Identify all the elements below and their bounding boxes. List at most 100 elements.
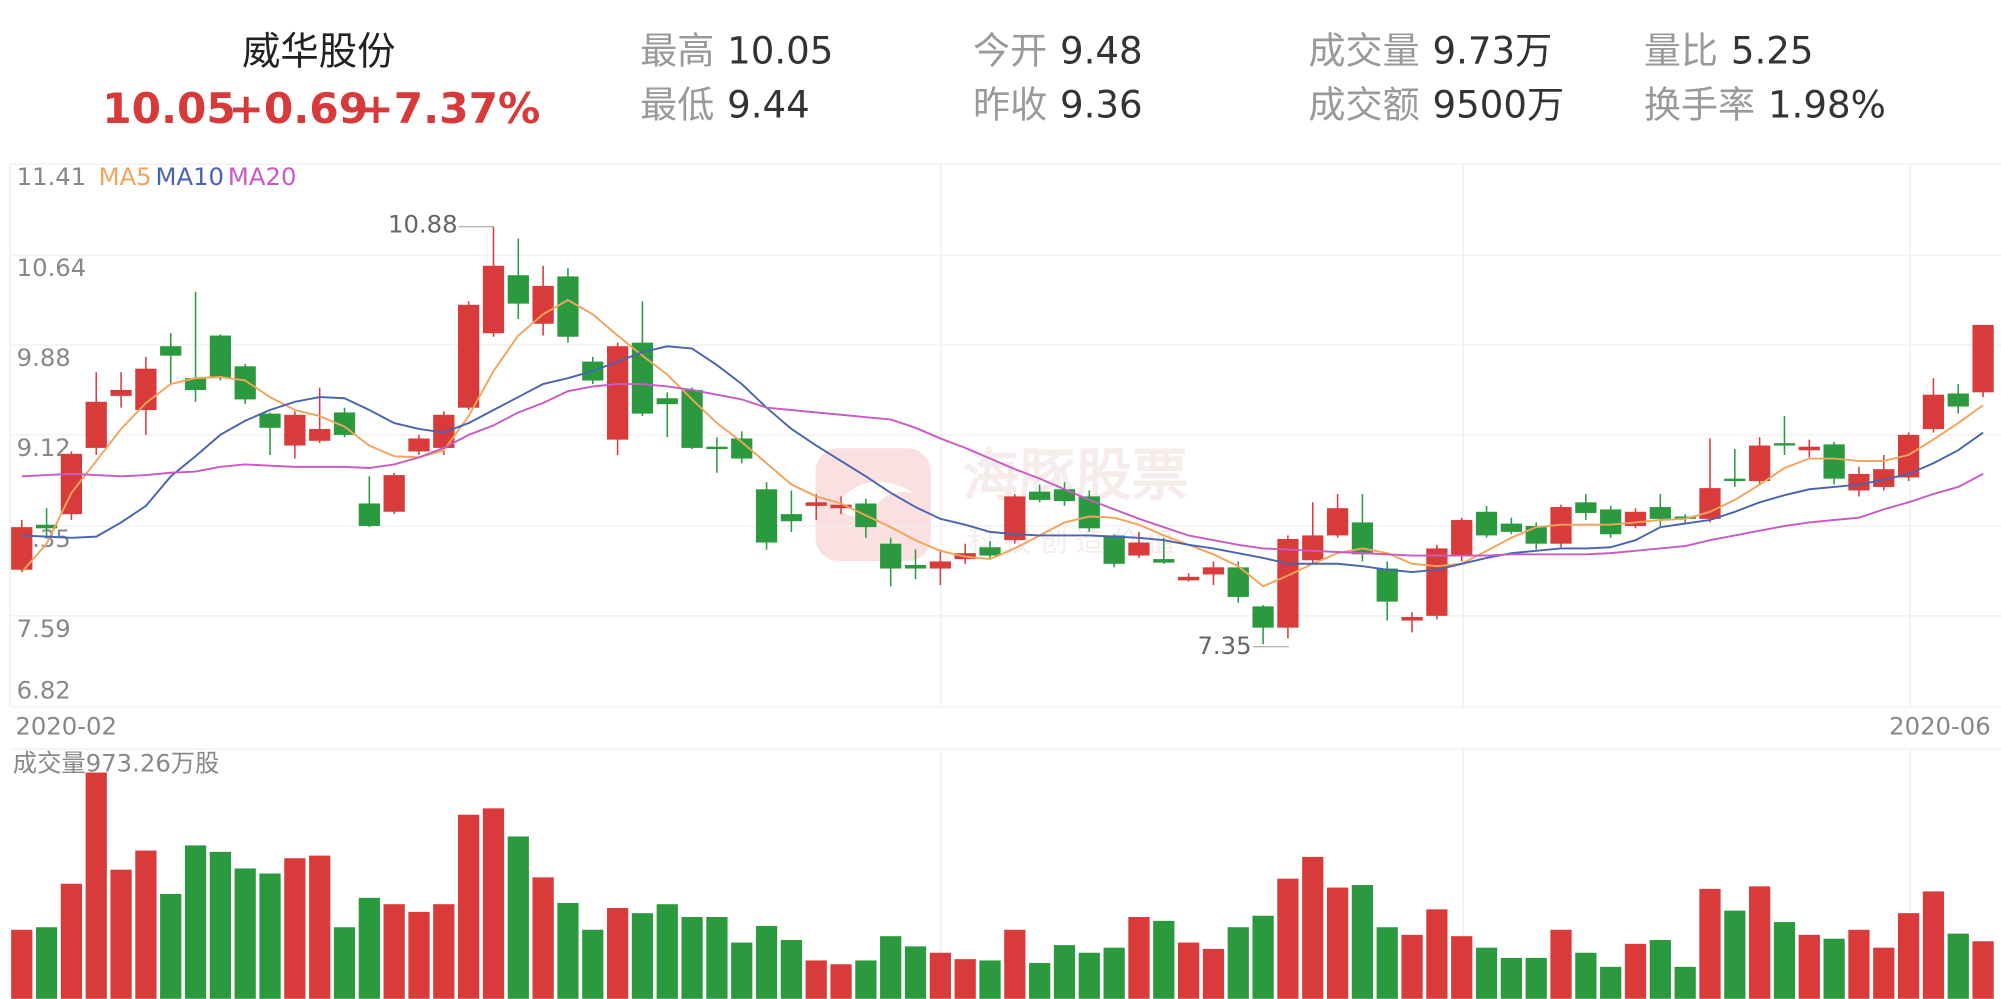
volume-bar [309, 855, 331, 999]
candle-body [358, 503, 380, 526]
candle-body [979, 547, 1001, 556]
volume-label: 成交量973.26万股 [13, 749, 220, 778]
candle-body [1302, 535, 1324, 561]
volume-bar [234, 868, 256, 999]
legend-entry: MA5 [99, 162, 152, 191]
candle-body [1749, 445, 1771, 482]
x-tick-label: 2020-02 [15, 711, 117, 740]
volume-bar [1326, 887, 1349, 999]
volume-bar [1500, 957, 1522, 999]
volume-bar [1053, 945, 1076, 999]
volume-bar [358, 897, 380, 999]
volume-bar [904, 946, 927, 999]
candle-body [11, 527, 33, 570]
ma-line [21, 345, 1984, 574]
candle-body [1897, 434, 1920, 478]
volume-bar [408, 911, 430, 999]
vertical-grid [9, 164, 2001, 999]
volume-bar [1401, 934, 1423, 999]
volume-bar [706, 917, 728, 999]
volume-bar [1153, 920, 1175, 999]
candle-body [507, 275, 529, 304]
candle-body [1227, 567, 1249, 597]
candle-body [1699, 488, 1721, 519]
candle-body [1500, 523, 1522, 532]
stat-value: 10.05 [727, 29, 833, 72]
candle-body [731, 438, 753, 459]
candle-body [606, 346, 629, 440]
y-tick-label: 10.64 [17, 253, 87, 282]
candle-body [1451, 520, 1473, 556]
candle-body [160, 346, 182, 356]
volume-bar [929, 952, 951, 999]
volume-bar [979, 960, 1001, 999]
volume-bar [1897, 913, 1920, 999]
volume-bar [135, 850, 157, 999]
candle-body [1922, 394, 1945, 429]
volume-bar [1798, 934, 1820, 999]
candle-body [259, 413, 281, 428]
volume-bar [1451, 936, 1473, 999]
candle-body [1252, 606, 1274, 628]
candle-body [830, 504, 852, 509]
price-change: +0.69 [228, 84, 368, 133]
volume-bar [880, 936, 902, 999]
candle-body [209, 335, 232, 379]
volume-bar [1773, 922, 1796, 999]
stat-value: 1.98% [1768, 83, 1886, 126]
candle-body [780, 514, 803, 522]
candle-body [35, 524, 58, 529]
candle-body [706, 446, 728, 450]
volume-bar [284, 858, 306, 999]
volume-bar [1575, 952, 1597, 999]
x-tick-label: 2020-06 [1889, 711, 1991, 740]
volume-bar [1252, 915, 1274, 999]
stat-value: 9500万 [1433, 83, 1565, 126]
candle-body [1153, 559, 1175, 563]
volume-bar [1649, 939, 1671, 999]
high-annotation: 10.88 [388, 209, 458, 238]
candle-body [1004, 496, 1026, 541]
volume-bar [1426, 909, 1448, 999]
volume-bar [855, 960, 877, 999]
volume-bar [557, 902, 579, 999]
candle-body [1351, 522, 1374, 555]
volume-bar [755, 925, 778, 999]
candle-body [1972, 324, 1994, 393]
candle-body [532, 285, 554, 324]
stat: 最高 10.05 [640, 29, 833, 72]
volume-bar [1972, 941, 1994, 999]
candle-body [458, 304, 480, 408]
low-annotation: 7.35 [1197, 631, 1251, 660]
volume-bar [110, 869, 132, 999]
volume-bar [11, 929, 33, 999]
candle-body [1600, 509, 1622, 535]
volume-bar [1699, 888, 1721, 999]
volume-bar [1103, 947, 1125, 999]
volume-bar [582, 929, 604, 999]
volume-bar [383, 904, 405, 999]
candle-body [482, 265, 505, 334]
y-tick-label: 6.82 [17, 676, 71, 705]
candle-body [433, 414, 455, 448]
stat-value: 5.25 [1731, 29, 1814, 72]
candle-body [60, 453, 83, 515]
legend-entry: MA20 [228, 162, 297, 191]
candle-body [1326, 508, 1349, 536]
volume-bar [1922, 891, 1945, 999]
candle-body [1202, 567, 1225, 575]
candle-body [408, 438, 430, 452]
candle-body [1177, 576, 1200, 581]
volume-bar [259, 873, 281, 999]
volume-bar [1128, 917, 1150, 999]
volume-bar [606, 908, 629, 999]
candle-body [755, 489, 778, 543]
candle-body [631, 342, 654, 414]
stat-label: 今开 [973, 29, 1047, 72]
candle-body [1798, 446, 1820, 451]
volume-bar [731, 942, 753, 999]
volume-bar [1823, 938, 1845, 999]
candle-body [1575, 502, 1597, 513]
volume-bar [805, 960, 827, 999]
